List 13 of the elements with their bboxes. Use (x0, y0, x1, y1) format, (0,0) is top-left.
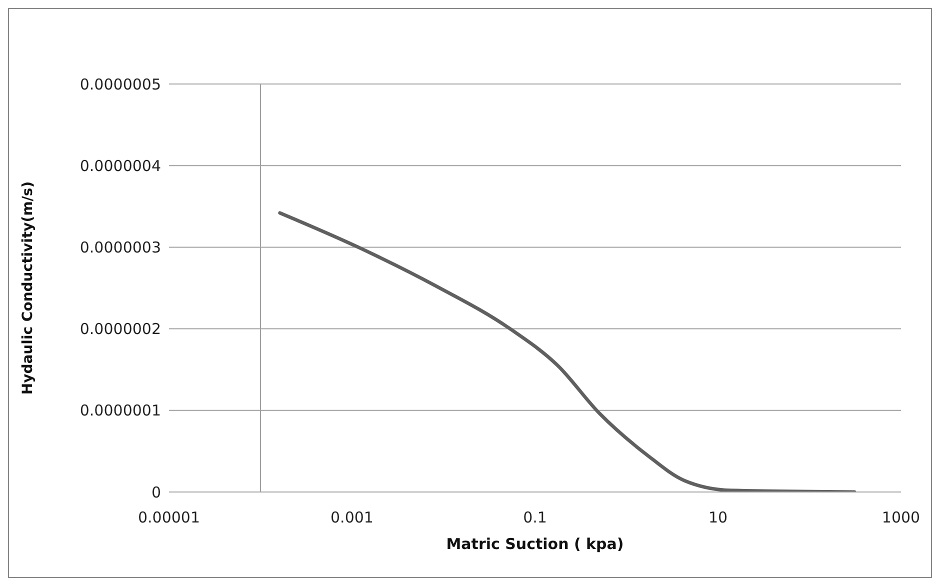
x-tick-label: 1000 (882, 508, 920, 527)
x-tick-label: 0.001 (330, 508, 374, 527)
y-tick-label: 0 (151, 483, 161, 502)
x-tick-label: 0.1 (523, 508, 547, 527)
x-axis-title: Matric Suction ( kpa) (446, 535, 624, 553)
y-axis-title: Hydaulic Conductivity(m/s) (20, 181, 36, 395)
y-tick-label: 0.0000001 (80, 402, 161, 420)
y-tick-label: 0.0000003 (80, 238, 161, 257)
x-tick-label: 10 (708, 508, 728, 527)
x-tick-label: 0.00001 (138, 508, 200, 527)
y-tick-label: 0.0000002 (80, 320, 161, 338)
y-tick-label: 0.0000004 (80, 156, 161, 175)
y-tick-label: 0.0000005 (80, 75, 161, 94)
